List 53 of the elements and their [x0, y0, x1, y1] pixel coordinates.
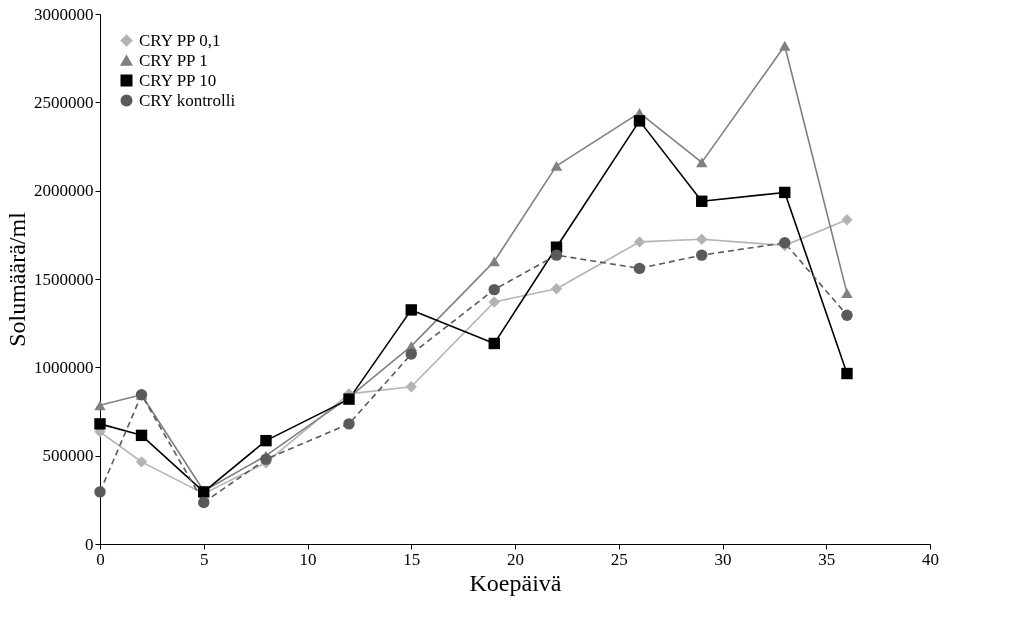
y-tick-label: 1000000: [34, 357, 94, 377]
point: [633, 236, 646, 248]
point: [633, 262, 646, 275]
point: [198, 496, 210, 509]
point: [696, 233, 708, 245]
legend-label: CRY kontrolli: [139, 90, 236, 110]
point: [135, 456, 148, 468]
point: [550, 249, 563, 261]
point: [488, 296, 500, 308]
point: [633, 115, 646, 127]
point: [488, 337, 500, 350]
point: [779, 186, 791, 199]
point: [841, 288, 853, 299]
point: [841, 214, 853, 226]
y-tick-label: 500000: [42, 446, 94, 466]
point: [841, 309, 853, 321]
point: [405, 348, 417, 360]
point: [488, 283, 500, 296]
point: [260, 453, 272, 465]
point: [488, 256, 500, 267]
x-tick-label: 25: [610, 549, 628, 569]
y-tick-label: 1500000: [34, 269, 94, 289]
y-axis-title: Solumäärä/ml: [4, 211, 30, 347]
x-tick-label: 10: [299, 549, 317, 569]
x-axis-title: Koepäivä: [469, 569, 562, 596]
x-tick-label: 35: [818, 549, 836, 569]
legend-label: CRY PP 10: [139, 70, 217, 90]
point: [260, 434, 272, 447]
x-tick-label: 20: [507, 549, 524, 569]
point: [779, 40, 791, 51]
point: [696, 249, 708, 261]
x-tick-label: 30: [714, 549, 732, 569]
point: [94, 400, 106, 411]
point: [135, 429, 148, 442]
point: [696, 195, 708, 207]
point: [841, 367, 853, 380]
y-tick-label: 3000000: [34, 4, 94, 24]
point: [550, 283, 563, 295]
x-tick-label: 15: [403, 549, 421, 569]
point: [696, 157, 708, 168]
legend-label: CRY PP 0,1: [139, 30, 221, 50]
x-tick-label: 40: [922, 549, 939, 569]
point: [405, 381, 417, 393]
point: [94, 486, 106, 498]
point: [405, 304, 417, 316]
point: [343, 418, 355, 430]
point: [94, 418, 106, 430]
y-tick-label: 2500000: [34, 92, 94, 112]
y-tick-label: 0: [85, 534, 94, 554]
legend-label: CRY PP 1: [139, 50, 208, 70]
y-tick-label: 2000000: [34, 181, 94, 201]
x-tick-label: 5: [200, 549, 209, 569]
point: [550, 161, 563, 171]
